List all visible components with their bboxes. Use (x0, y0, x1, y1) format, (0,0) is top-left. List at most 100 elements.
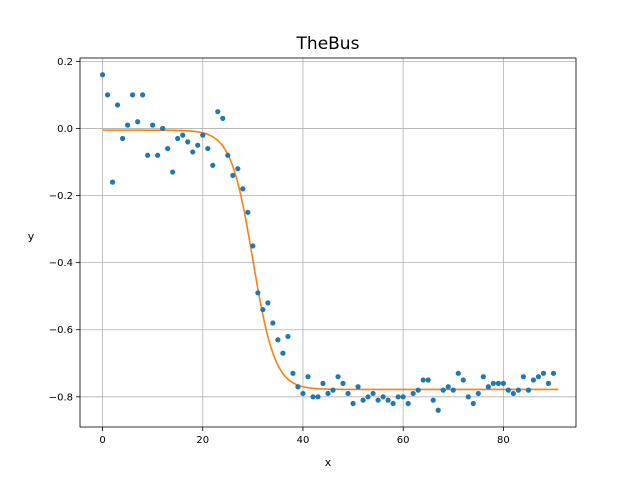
data-point (225, 152, 231, 158)
data-point (119, 135, 126, 142)
y-tick-label: −0.4 (49, 258, 73, 269)
data-point (195, 142, 201, 148)
data-point (200, 132, 206, 138)
data-point (170, 169, 176, 175)
data-point (535, 374, 542, 380)
data-point (360, 397, 366, 403)
x-tick-label: 0 (99, 435, 105, 446)
data-point (270, 320, 276, 326)
y-tick-label: −0.8 (49, 392, 73, 403)
data-point (140, 92, 146, 98)
data-point (545, 380, 552, 386)
data-point (345, 390, 351, 397)
data-point (180, 132, 186, 138)
data-point (420, 377, 426, 383)
data-point (510, 390, 516, 397)
data-point (500, 380, 506, 386)
fit-line (102, 129, 559, 391)
data-point (130, 92, 136, 98)
data-point (520, 374, 526, 380)
data-point (525, 387, 532, 393)
data-point (255, 290, 261, 296)
data-point (425, 377, 431, 383)
y-tick-label: −0.6 (49, 325, 73, 336)
y-tick-label: 0.2 (57, 57, 73, 68)
data-point (280, 350, 286, 356)
data-point (135, 119, 141, 125)
data-point (155, 152, 161, 158)
data-point (330, 387, 336, 393)
data-point (470, 400, 476, 407)
data-point (215, 109, 221, 115)
data-point (415, 387, 421, 393)
data-point (405, 400, 411, 407)
data-point (465, 394, 471, 400)
data-point (440, 387, 446, 393)
data-point (124, 122, 131, 128)
data-point (390, 400, 396, 407)
data-point (430, 397, 436, 403)
data-point (185, 139, 191, 145)
data-point (530, 377, 537, 383)
data-point (495, 380, 501, 386)
data-point (250, 243, 256, 249)
data-point (460, 377, 466, 383)
data-point (220, 115, 226, 121)
data-point (335, 374, 341, 380)
data-point (480, 374, 486, 380)
data-point (260, 306, 266, 313)
x-tick-label: 80 (497, 435, 510, 446)
fit-line-layer (102, 129, 559, 391)
y-tick-label: 0.0 (57, 124, 73, 135)
data-point (490, 380, 496, 386)
data-point (265, 300, 271, 306)
data-point (245, 209, 251, 215)
data-point (350, 400, 356, 407)
data-point (410, 390, 416, 397)
data-point (395, 394, 401, 400)
data-point (515, 387, 521, 393)
grid (80, 58, 576, 427)
data-point (370, 390, 376, 397)
data-point (145, 152, 151, 158)
data-point (104, 92, 111, 98)
data-point (175, 135, 181, 142)
data-point (275, 337, 281, 343)
data-point (355, 384, 361, 390)
data-point (475, 390, 481, 397)
data-point (315, 394, 321, 400)
data-point (325, 390, 331, 397)
y-axis-label: y (28, 230, 35, 243)
data-point (550, 370, 557, 376)
scatter-points (99, 72, 557, 413)
data-point (99, 72, 106, 78)
data-point (190, 149, 196, 155)
data-point (210, 162, 216, 168)
data-point (285, 333, 291, 340)
data-point (290, 370, 296, 376)
data-point (375, 397, 381, 403)
data-point (445, 384, 451, 390)
data-point (305, 374, 311, 380)
data-point (165, 145, 171, 152)
data-point (235, 166, 241, 172)
data-point (114, 102, 121, 108)
plot-frame (79, 57, 577, 428)
data-point (320, 380, 326, 386)
data-point (540, 370, 547, 376)
data-point (295, 384, 301, 390)
data-point (109, 179, 116, 185)
data-point (310, 394, 316, 400)
data-point (455, 370, 461, 376)
y-ticks: 0.2 0.0 −0.2 −0.4 −0.6 −0.8 (49, 57, 80, 403)
x-tick-label: 60 (397, 435, 410, 446)
data-point (160, 125, 166, 132)
data-point (240, 186, 246, 192)
data-point (150, 122, 156, 128)
chart-title: TheBus (296, 34, 360, 54)
data-point (205, 145, 211, 152)
y-tick-label: −0.2 (49, 191, 73, 202)
data-point (505, 387, 511, 393)
data-point (380, 394, 386, 400)
